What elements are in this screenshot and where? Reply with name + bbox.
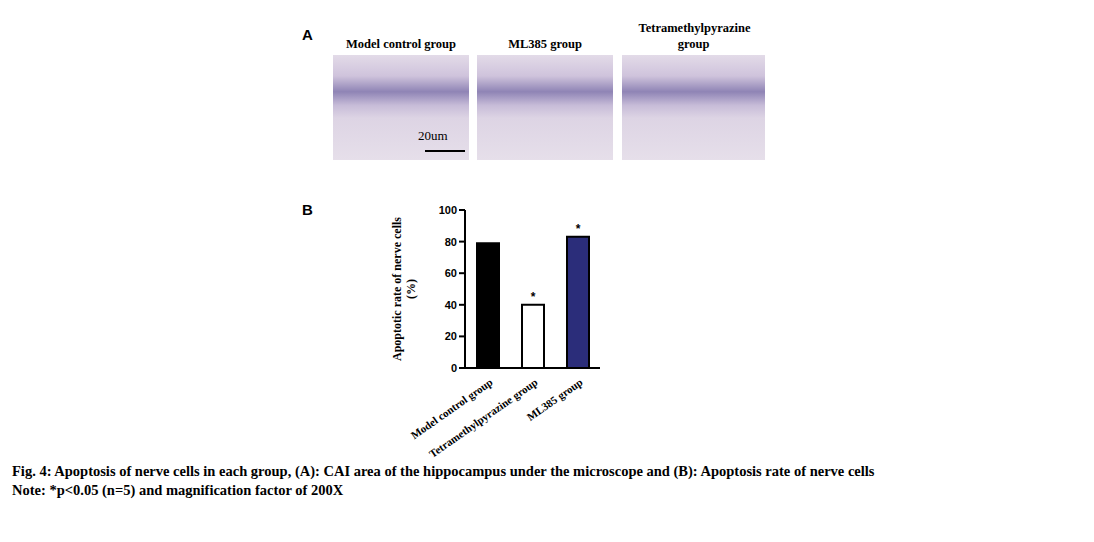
html-text:Tetramethylpyrazine group: Tetramethylpyrazine group — [638, 21, 751, 51]
html-text:B: B — [302, 201, 313, 218]
svg-text:100: 100 — [439, 204, 457, 216]
svg-text:40: 40 — [445, 299, 457, 311]
html-text:Model control group: Model control group — [346, 37, 456, 51]
svg-text:ML385 group: ML385 group — [525, 376, 585, 423]
html-text:ML385 group: ML385 group — [508, 37, 582, 51]
svg-text:Tetramethylpyrazine group: Tetramethylpyrazine group — [427, 376, 540, 460]
svg-text:0: 0 — [451, 362, 457, 374]
html-text:A: A — [302, 26, 313, 43]
svg-text:Model control group: Model control group — [408, 376, 494, 441]
svg-text:80: 80 — [445, 236, 457, 248]
svg-text:60: 60 — [445, 267, 457, 279]
svg-text:*: * — [576, 222, 581, 236]
html-text:Fig. 4: Apoptosis of nerve cel: Fig. 4: Apoptosis of nerve cells in each… — [12, 463, 875, 479]
html-text:Note: *p<0.05 (n=5) and magnif: Note: *p<0.05 (n=5) and magnification fa… — [12, 482, 344, 498]
svg-text:*: * — [531, 290, 536, 304]
svg-text:20: 20 — [445, 330, 457, 342]
html-text:Apoptotic rate of nerve cells: Apoptotic rate of nerve cells (%) — [390, 217, 418, 361]
html-text:20um: 20um — [418, 128, 448, 143]
